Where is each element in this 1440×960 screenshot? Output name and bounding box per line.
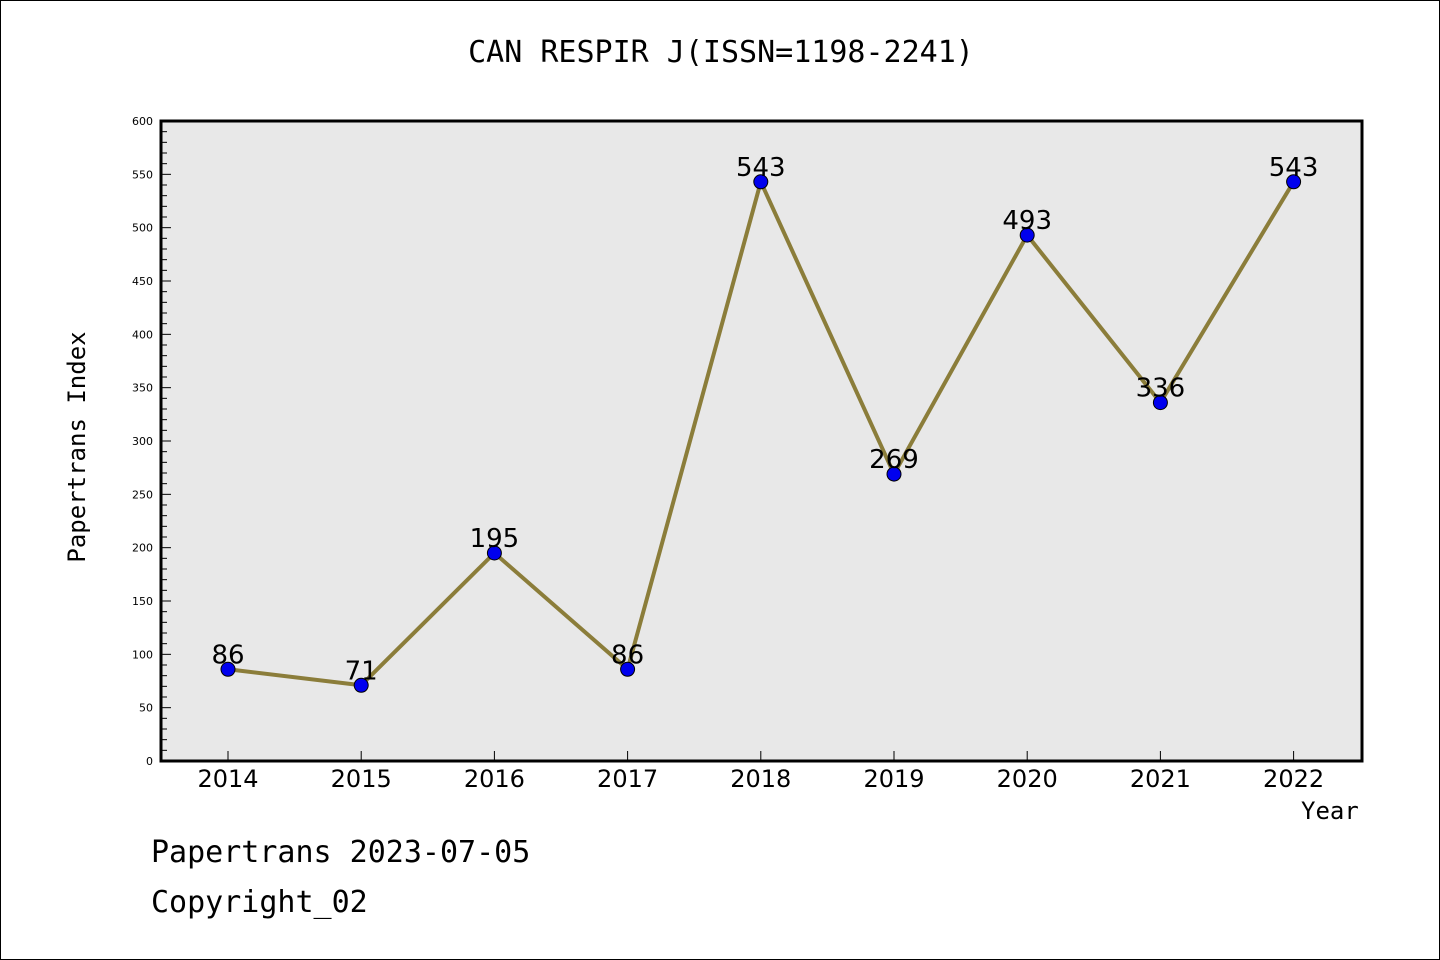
y-tick-label: 200 bbox=[132, 542, 153, 555]
chart-title: CAN RESPIR J(ISSN=1198-2241) bbox=[468, 35, 974, 70]
y-tick-label: 50 bbox=[139, 702, 153, 715]
y-tick-label: 150 bbox=[132, 595, 153, 608]
y-tick-label: 450 bbox=[132, 275, 153, 288]
data-label: 336 bbox=[1136, 374, 1186, 404]
x-tick-label: 2019 bbox=[863, 765, 924, 793]
y-tick-label: 100 bbox=[132, 648, 153, 661]
data-label: 86 bbox=[211, 640, 244, 670]
plot-area bbox=[161, 121, 1362, 761]
data-label: 71 bbox=[345, 656, 378, 686]
x-tick-label: 2021 bbox=[1130, 765, 1191, 793]
x-tick-label: 2014 bbox=[197, 765, 258, 793]
data-label: 493 bbox=[1002, 206, 1052, 236]
data-point bbox=[220, 661, 236, 677]
data-point bbox=[353, 677, 369, 693]
x-tick-label: 2015 bbox=[331, 765, 392, 793]
data-point bbox=[620, 661, 636, 677]
x-axis: 2014 2015 2016 2017 2018 2019 2020 2021 2022 bbox=[197, 751, 1324, 793]
plot-frame bbox=[159, 119, 1364, 763]
data-point bbox=[486, 545, 502, 561]
x-tick-label: 2017 bbox=[597, 765, 658, 793]
footer-date-text: Papertrans 2023-07-05 bbox=[151, 835, 531, 870]
data-label: 543 bbox=[736, 153, 786, 183]
y-tick-label: 500 bbox=[132, 222, 153, 235]
y-tick-label: 600 bbox=[132, 115, 153, 128]
x-tick-label: 2020 bbox=[997, 765, 1058, 793]
y-tick-label: 350 bbox=[132, 382, 153, 395]
y-tick-label: 550 bbox=[132, 168, 153, 181]
y-tick-label: 300 bbox=[132, 435, 153, 448]
footer-copyright-text: Copyright_02 bbox=[151, 885, 368, 920]
data-label: 543 bbox=[1269, 153, 1319, 183]
data-point bbox=[1152, 395, 1168, 411]
data-point bbox=[753, 174, 769, 190]
data-label: 195 bbox=[470, 524, 520, 554]
y-axis: 0 50 100 150 200 250 300 350 400 450 500 550 600 bbox=[132, 115, 171, 768]
x-axis-label: Year bbox=[1301, 797, 1359, 825]
data-labels-group: 86 71 195 86 543 269 493 336 543 bbox=[211, 153, 1318, 686]
y-tick-label: 400 bbox=[132, 328, 153, 341]
data-label: 269 bbox=[869, 445, 919, 475]
x-tick-label: 2022 bbox=[1263, 765, 1324, 793]
data-point bbox=[1019, 227, 1035, 243]
data-label: 86 bbox=[611, 640, 644, 670]
data-point bbox=[1286, 174, 1302, 190]
data-point bbox=[886, 466, 902, 482]
x-tick-label: 2016 bbox=[464, 765, 525, 793]
series-group bbox=[220, 174, 1302, 693]
x-tick-label: 2018 bbox=[730, 765, 791, 793]
y-tick-label: 250 bbox=[132, 488, 153, 501]
y-tick-label: 0 bbox=[146, 755, 153, 768]
